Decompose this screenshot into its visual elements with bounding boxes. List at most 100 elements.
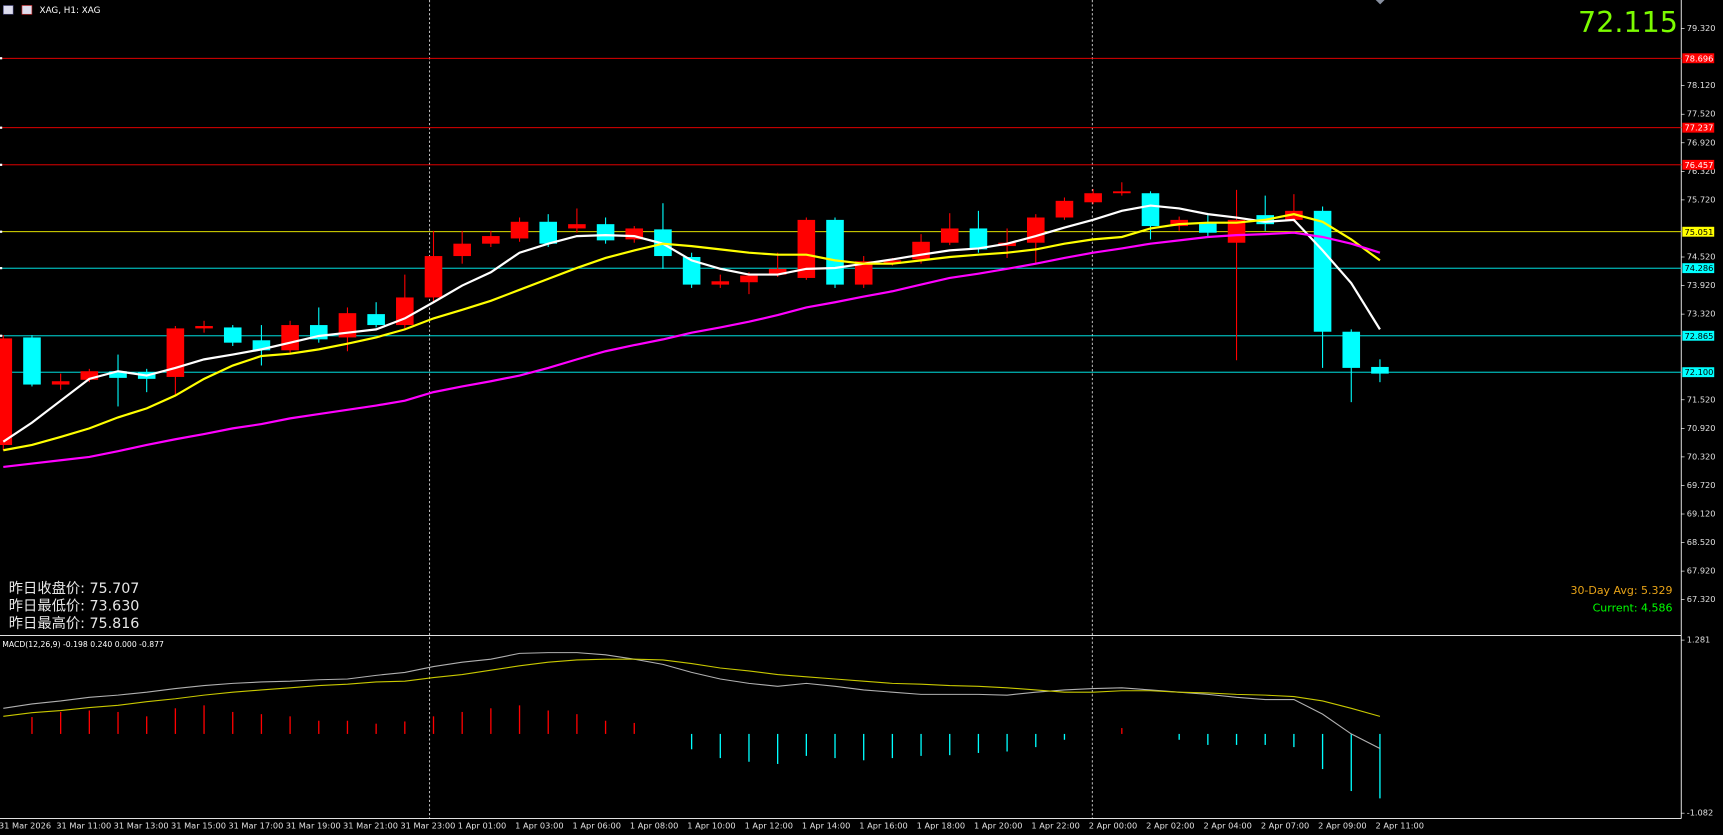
- x-tick-label: 31 Mar 13:00: [114, 821, 169, 831]
- candle-body: [1026, 217, 1045, 243]
- y-tick-label: 76.320: [1687, 166, 1716, 176]
- y-tick-label: 67.320: [1687, 594, 1716, 604]
- level-label: 78.696: [1685, 53, 1714, 63]
- candle-body: [223, 327, 242, 343]
- candle-body: [396, 297, 414, 326]
- y-tick-label: 77.520: [1687, 109, 1716, 119]
- level-dot: [0, 267, 3, 270]
- candle-body: [826, 219, 844, 285]
- x-tick-label: 31 Mar 17:00: [228, 821, 283, 831]
- x-tick-label: 31 Mar 11:00: [56, 821, 111, 831]
- x-tick-label: 1 Apr 06:00: [573, 821, 621, 831]
- icon: [2, 5, 14, 15]
- candle-body: [195, 326, 213, 329]
- candle-body: [51, 381, 70, 385]
- moving-average-line: [2, 204, 1381, 443]
- x-tick-label: 1 Apr 20:00: [974, 821, 1022, 831]
- candle-body: [854, 261, 873, 285]
- x-tick-label: 31 Mar 23:00: [400, 821, 455, 831]
- candle-body: [625, 228, 644, 240]
- level-dot: [0, 57, 3, 60]
- level-label: 76.457: [1685, 160, 1714, 170]
- candle-body: [482, 236, 500, 244]
- icon: [21, 5, 33, 15]
- candle-body: [797, 219, 816, 278]
- y-tick-label: 68.520: [1687, 537, 1716, 547]
- header-icons: [2, 5, 33, 15]
- candle-body: [80, 371, 99, 380]
- x-tick-label: 1 Apr 14:00: [802, 821, 850, 831]
- candle-body: [1313, 210, 1332, 332]
- candle-body: [1227, 219, 1246, 243]
- candle-body: [1055, 200, 1074, 218]
- macd-line: [3, 652, 1381, 750]
- chart-title: XAG, H1: XAG: [40, 6, 101, 16]
- candle-body: [1199, 222, 1217, 233]
- candle-body: [596, 224, 615, 241]
- y-tick-label: 70.320: [1687, 451, 1716, 461]
- moving-average-line: [3, 231, 1381, 469]
- level-box: [1682, 263, 1715, 274]
- x-tick-label: 2 Apr 11:00: [1376, 821, 1424, 831]
- indicator-title: MACD(12,26,9) -0.198 0.240 0.000 -0.877: [2, 640, 164, 649]
- x-tick-label: 31 Mar 21:00: [343, 821, 398, 831]
- candle-body: [1113, 191, 1131, 194]
- candle-body: [940, 228, 959, 243]
- x-tick-label: 2 Apr 00:00: [1089, 821, 1137, 831]
- y-tick-label: 71.520: [1687, 394, 1716, 404]
- candle-body: [1141, 193, 1160, 227]
- x-tick-label: 2 Apr 09:00: [1318, 821, 1366, 831]
- candle-body: [1084, 193, 1102, 203]
- x-tick-label: 1 Apr 16:00: [859, 821, 907, 831]
- candle-body: [568, 224, 586, 229]
- x-tick-label: 31 Mar 15:00: [171, 821, 226, 831]
- candle-body: [883, 260, 902, 264]
- y-tick-label: 73.920: [1687, 280, 1716, 290]
- y-tick-label: 76.920: [1687, 137, 1716, 147]
- candle-body: [252, 340, 271, 351]
- level-box: [1682, 330, 1715, 341]
- candle-body: [711, 281, 730, 285]
- info-line: 昨日最低价: 73.630: [9, 597, 140, 614]
- x-tick-label: 1 Apr 01:00: [458, 821, 506, 831]
- x-tick-label: 31 Mar 2026: [0, 821, 51, 831]
- level-label: 72.100: [1685, 367, 1714, 377]
- candle-body: [281, 325, 299, 351]
- level-box: [1682, 122, 1715, 133]
- y-tick-label: 69.120: [1687, 509, 1716, 519]
- moving-average-line: [3, 213, 1381, 452]
- level-box: [1682, 159, 1715, 170]
- x-tick-label: 1 Apr 10:00: [687, 821, 735, 831]
- x-tick-label: 1 Apr 22:00: [1031, 821, 1079, 831]
- x-tick-label: 1 Apr 12:00: [745, 821, 793, 831]
- info-line: 昨日收盘价: 75.707: [9, 579, 140, 597]
- candle-body: [682, 257, 701, 285]
- candle-body: [740, 275, 758, 283]
- y-tick-label: 70.920: [1687, 423, 1716, 433]
- shift-marker: [1375, 0, 1385, 5]
- candle-body: [1170, 219, 1188, 227]
- level-label: 75.051: [1685, 227, 1714, 237]
- current-price: 72.115: [1578, 5, 1678, 39]
- x-tick-label: 31 Mar 19:00: [286, 821, 341, 831]
- level-dot: [0, 230, 3, 233]
- y-tick-label: 1.281: [1687, 635, 1711, 645]
- y-tick-label: 75.720: [1687, 194, 1716, 204]
- x-tick-label: 1 Apr 08:00: [630, 821, 678, 831]
- y-tick-label: 67.920: [1687, 566, 1716, 576]
- candle-body: [1342, 331, 1361, 368]
- candle-body: [109, 371, 127, 378]
- x-tick-label: 2 Apr 02:00: [1146, 821, 1194, 831]
- candle-body: [510, 221, 529, 239]
- level-label: 74.286: [1685, 263, 1714, 273]
- level-label: 72.865: [1685, 331, 1714, 341]
- candle-body: [23, 337, 41, 385]
- x-tick-label: 1 Apr 03:00: [515, 821, 563, 831]
- info-line: 昨日最高价: 75.816: [9, 615, 140, 632]
- candle-body: [539, 221, 558, 244]
- y-tick-label: -1.082: [1687, 808, 1714, 818]
- candle-body: [1285, 210, 1303, 220]
- y-tick-label: 78.120: [1687, 80, 1716, 90]
